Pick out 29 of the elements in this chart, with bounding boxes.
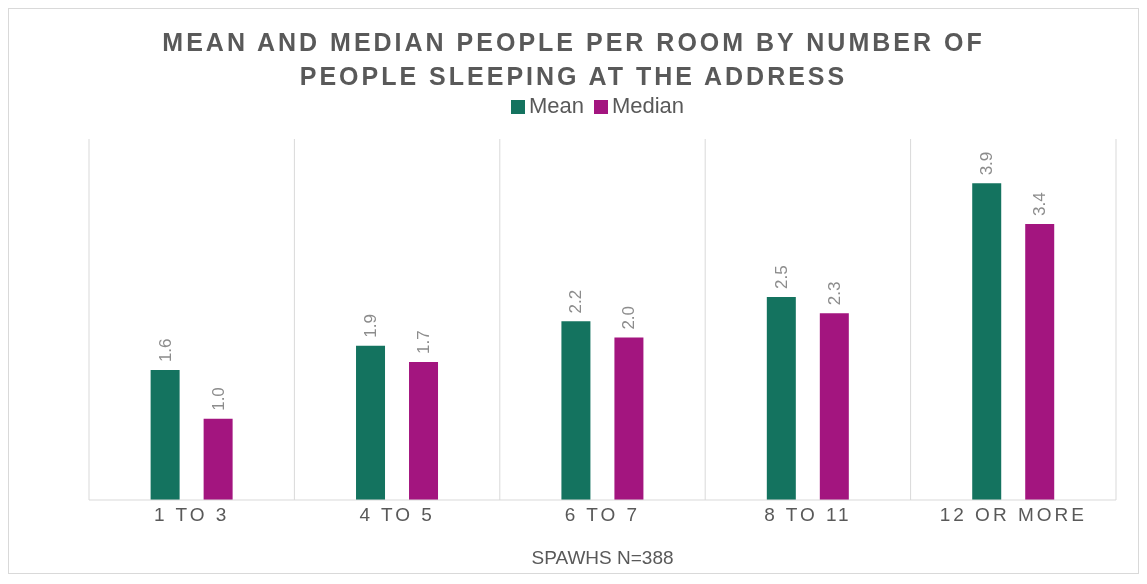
x-tick-label: 1 TO 3 [154, 504, 230, 526]
bar [203, 418, 233, 500]
x-tick-label: 6 TO 7 [564, 504, 641, 526]
data-label: 2.3 [824, 281, 844, 306]
chart-title: MEAN AND MEDIAN PEOPLE PER ROOM BY NUMBER OF PEOPLE SLEEPING AT THE ADDRESS [161, 27, 986, 92]
bar [561, 321, 591, 500]
bar [356, 345, 386, 500]
data-label: 1.9 [361, 314, 381, 338]
bar [614, 337, 644, 500]
bar [819, 313, 849, 500]
data-label: 1.6 [155, 338, 175, 363]
bar [972, 183, 1002, 500]
data-label: 3.4 [1030, 192, 1050, 216]
x-tick-label: 12 OR MORE [939, 504, 1087, 526]
x-axis-title: SPAWHS N=388 [531, 547, 674, 568]
data-label: 3.9 [977, 151, 997, 176]
x-tick-label: 4 TO 5 [359, 504, 435, 526]
bar [409, 361, 439, 500]
data-label: 2.2 [566, 289, 586, 314]
x-tick-label: 8 TO 11 [764, 504, 852, 526]
bar [1025, 223, 1055, 500]
legend-label: Median [611, 93, 685, 118]
data-label: 2.5 [771, 265, 791, 290]
bar [766, 297, 796, 500]
legend-label: Mean [528, 93, 584, 118]
data-label: 1.0 [208, 387, 228, 411]
data-label: 1.7 [414, 330, 434, 354]
bar [150, 370, 180, 500]
data-label: 2.0 [619, 305, 639, 330]
